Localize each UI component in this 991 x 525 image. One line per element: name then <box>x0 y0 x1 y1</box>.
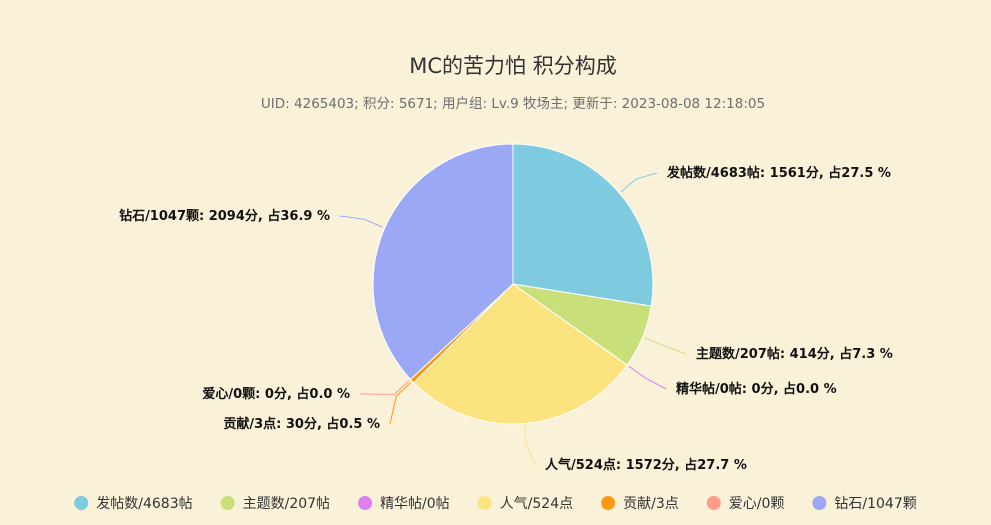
leader-line-6 <box>339 215 384 228</box>
legend-label-6: 钻石/1047颗 <box>834 496 916 512</box>
leader-line-2 <box>628 365 667 390</box>
legend-marker-5 <box>706 496 721 510</box>
leader-line-3 <box>524 425 536 466</box>
legend-item-4[interactable]: 贡献/3点 <box>601 496 679 512</box>
slice-labels: 发帖数/4683帖: 1561分, 占27.5 % 主题数/207帖: 414分,… <box>119 165 893 473</box>
legend-item-0[interactable]: 发帖数/4683帖 <box>74 496 193 512</box>
legend-marker-1 <box>220 496 235 510</box>
legend-marker-2 <box>358 496 373 510</box>
slice-label-2: 精华帖/0帖: 0分, 占0.0 % <box>676 381 837 397</box>
legend-item-1[interactable]: 主题数/207帖 <box>220 496 330 512</box>
pie-slice-6[interactable] <box>372 143 514 381</box>
leader-line-4 <box>389 382 411 425</box>
pie-slice-3[interactable] <box>413 283 628 425</box>
legend-item-6[interactable]: 钻石/1047颗 <box>812 496 917 512</box>
legend-label-5: 爱心/0颗 <box>729 496 785 512</box>
label-leader-lines <box>339 172 687 466</box>
legend-item-2[interactable]: 精华帖/0帖 <box>358 496 450 512</box>
legend-item-5[interactable]: 爱心/0颗 <box>706 496 785 512</box>
legend-label-4: 贡献/3点 <box>623 496 679 512</box>
legend-marker-6 <box>812 496 827 510</box>
slice-label-4: 贡献/3点: 30分, 占0.5 % <box>223 416 380 432</box>
leader-line-5 <box>359 380 410 395</box>
slice-label-0: 发帖数/4683帖: 1561分, 占27.5 % <box>666 165 891 181</box>
legend-label-0: 发帖数/4683帖 <box>96 496 192 512</box>
slice-label-3: 人气/524点: 1572分, 占27.7 % <box>545 457 747 473</box>
pie-slice-0[interactable] <box>512 143 654 307</box>
leader-line-0 <box>620 172 658 193</box>
slice-label-1: 主题数/207帖: 414分, 占7.3 % <box>696 346 893 362</box>
chart-title: MC的苦力怕 积分构成 <box>409 54 616 78</box>
legend: 发帖数/4683帖 主题数/207帖 精华帖/0帖 人气/524点 贡献/3点 爱心/0颗… <box>74 496 917 512</box>
legend-label-2: 精华帖/0帖 <box>380 496 450 512</box>
legend-item-3[interactable]: 人气/524点 <box>477 496 573 512</box>
legend-label-1: 主题数/207帖 <box>243 496 330 512</box>
leader-line-1 <box>644 337 687 355</box>
pie-slices <box>372 143 654 425</box>
chart-subtitle: UID: 4265403; 积分: 5671; 用户组: Lv.9 牧场主; 更… <box>261 95 765 112</box>
legend-marker-0 <box>74 496 89 510</box>
slice-label-5: 爱心/0颗: 0分, 占0.0 % <box>202 386 350 402</box>
legend-marker-4 <box>601 496 616 510</box>
legend-label-3: 人气/524点 <box>500 496 573 512</box>
legend-marker-3 <box>477 496 492 510</box>
slice-label-6: 钻石/1047颗: 2094分, 占36.9 % <box>119 208 330 224</box>
